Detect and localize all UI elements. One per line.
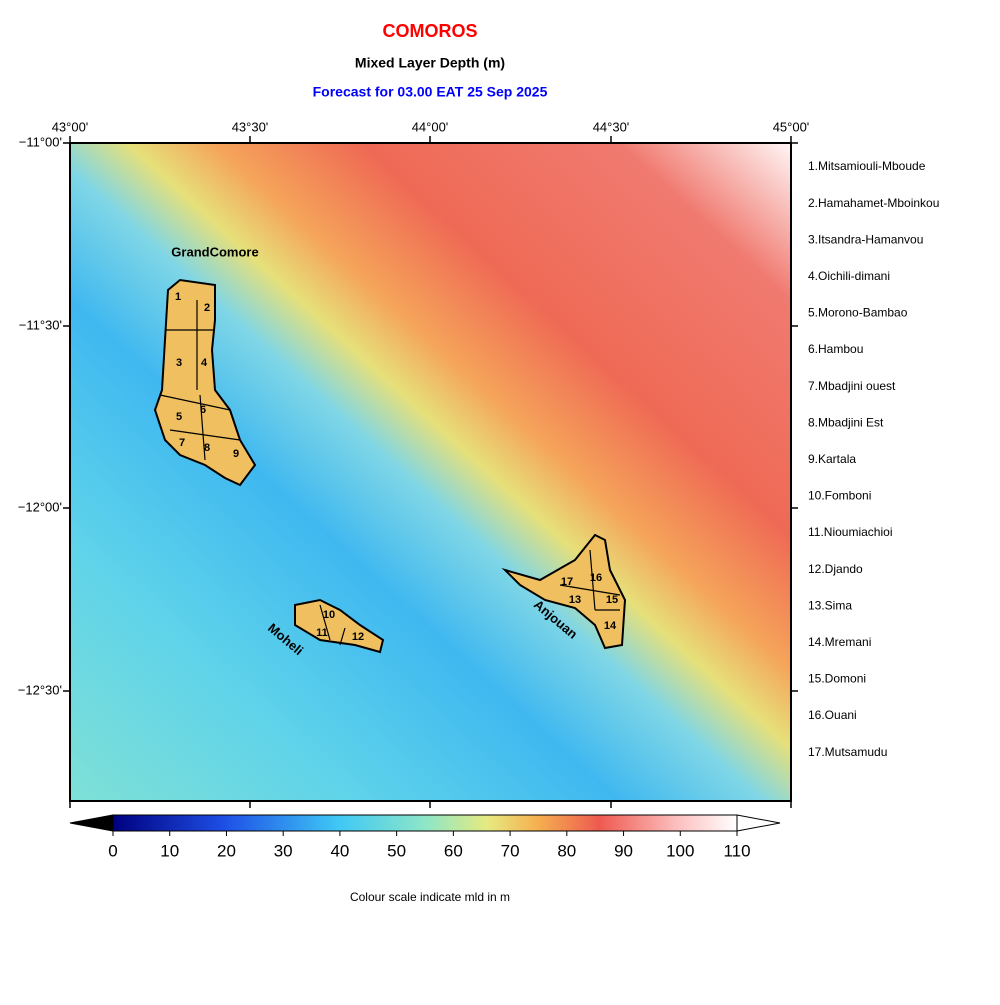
colorbar-tick-label: 90	[614, 841, 633, 860]
colorbar-tick-label: 100	[666, 841, 694, 860]
district-number: 7	[179, 437, 185, 449]
lon-label: 45°00'	[773, 119, 810, 134]
colorbar-tick-label: 0	[108, 841, 117, 860]
lon-label: 44°00'	[412, 119, 449, 134]
legend-item: 6.Hambou	[808, 342, 863, 356]
district-number: 4	[201, 357, 208, 369]
legend-item: 7.Mbadjini ouest	[808, 379, 896, 393]
legend-item: 10.Fomboni	[808, 489, 871, 503]
district-number: 10	[323, 609, 335, 621]
district-number: 12	[352, 631, 364, 643]
lon-label: 44°30'	[593, 119, 630, 134]
district-number: 15	[606, 594, 618, 606]
legend-item: 16.Ouani	[808, 708, 857, 722]
moheli	[294, 598, 385, 654]
legend-item: 4.Oichili-dimani	[808, 269, 890, 283]
colorbar-tick-label: 80	[557, 841, 576, 860]
colorbar	[112, 814, 738, 832]
legend-item: 11.Nioumiachioi	[808, 525, 893, 539]
mld-field	[70, 143, 791, 801]
legend-item: 15.Domoni	[808, 672, 866, 686]
district-number: 1	[175, 291, 181, 303]
land	[153, 278, 627, 654]
anjouan	[501, 533, 627, 650]
legend-item: 5.Morono-Bambao	[808, 306, 908, 320]
title: COMOROS	[382, 21, 477, 41]
district-number: 3	[176, 357, 182, 369]
lat-label: −11°30'	[19, 317, 62, 332]
colorbar-high-arrow	[736, 814, 781, 832]
colorbar-tick-label: 10	[160, 841, 179, 860]
legend-item: 17.Mutsamudu	[808, 745, 887, 759]
lat-label: −12°00'	[18, 499, 62, 514]
district-number: 16	[590, 572, 602, 584]
district-number: 5	[176, 411, 182, 423]
colorbar-tick-label: 30	[274, 841, 293, 860]
colorbar-low-arrow	[69, 814, 114, 832]
legend-item: 14.Mremani	[808, 635, 871, 649]
colorbar-tick-label: 20	[217, 841, 236, 860]
colorbar-tick-label: 70	[501, 841, 520, 860]
colorbar-tick-label: 50	[387, 841, 406, 860]
district-borders	[159, 300, 621, 646]
island-label: GrandComore	[171, 244, 258, 259]
district-number: 2	[204, 302, 210, 314]
legend-item: 9.Kartala	[808, 452, 856, 466]
colorbar-caption: Colour scale indicate mld in m	[350, 890, 510, 904]
legend-item: 13.Sima	[808, 598, 852, 612]
district-number: 11	[316, 627, 328, 639]
forecast: Forecast for 03.00 EAT 25 Sep 2025	[313, 84, 548, 100]
district-number: 6	[200, 404, 206, 416]
district-number: 8	[204, 442, 210, 454]
legend-item: 3.Itsandra-Hamanvou	[808, 232, 923, 246]
district-number: 13	[569, 594, 581, 606]
district-number: 17	[561, 576, 573, 588]
subtitle: Mixed Layer Depth (m)	[355, 55, 505, 71]
map-ticks	[63, 136, 798, 808]
district-number: 9	[233, 448, 239, 460]
district-number: 14	[604, 620, 617, 632]
colorbar-tick-label: 110	[723, 841, 750, 860]
lat-label: −11°00'	[19, 134, 62, 149]
colorbar-tick-label: 60	[444, 841, 463, 860]
colorbar-tick-label: 40	[330, 841, 349, 860]
legend-item: 2.Hamahamet-Mboinkou	[808, 196, 939, 210]
legend-item: 1.Mitsamiouli-Mboude	[808, 159, 926, 173]
legend-item: 12.Djando	[808, 562, 863, 576]
lon-label: 43°30'	[232, 119, 269, 134]
grand-comore	[153, 278, 257, 487]
legend-item: 8.Mbadjini Est	[808, 415, 884, 429]
lat-label: −12°30'	[18, 682, 62, 697]
lon-label: 43°00'	[52, 119, 89, 134]
